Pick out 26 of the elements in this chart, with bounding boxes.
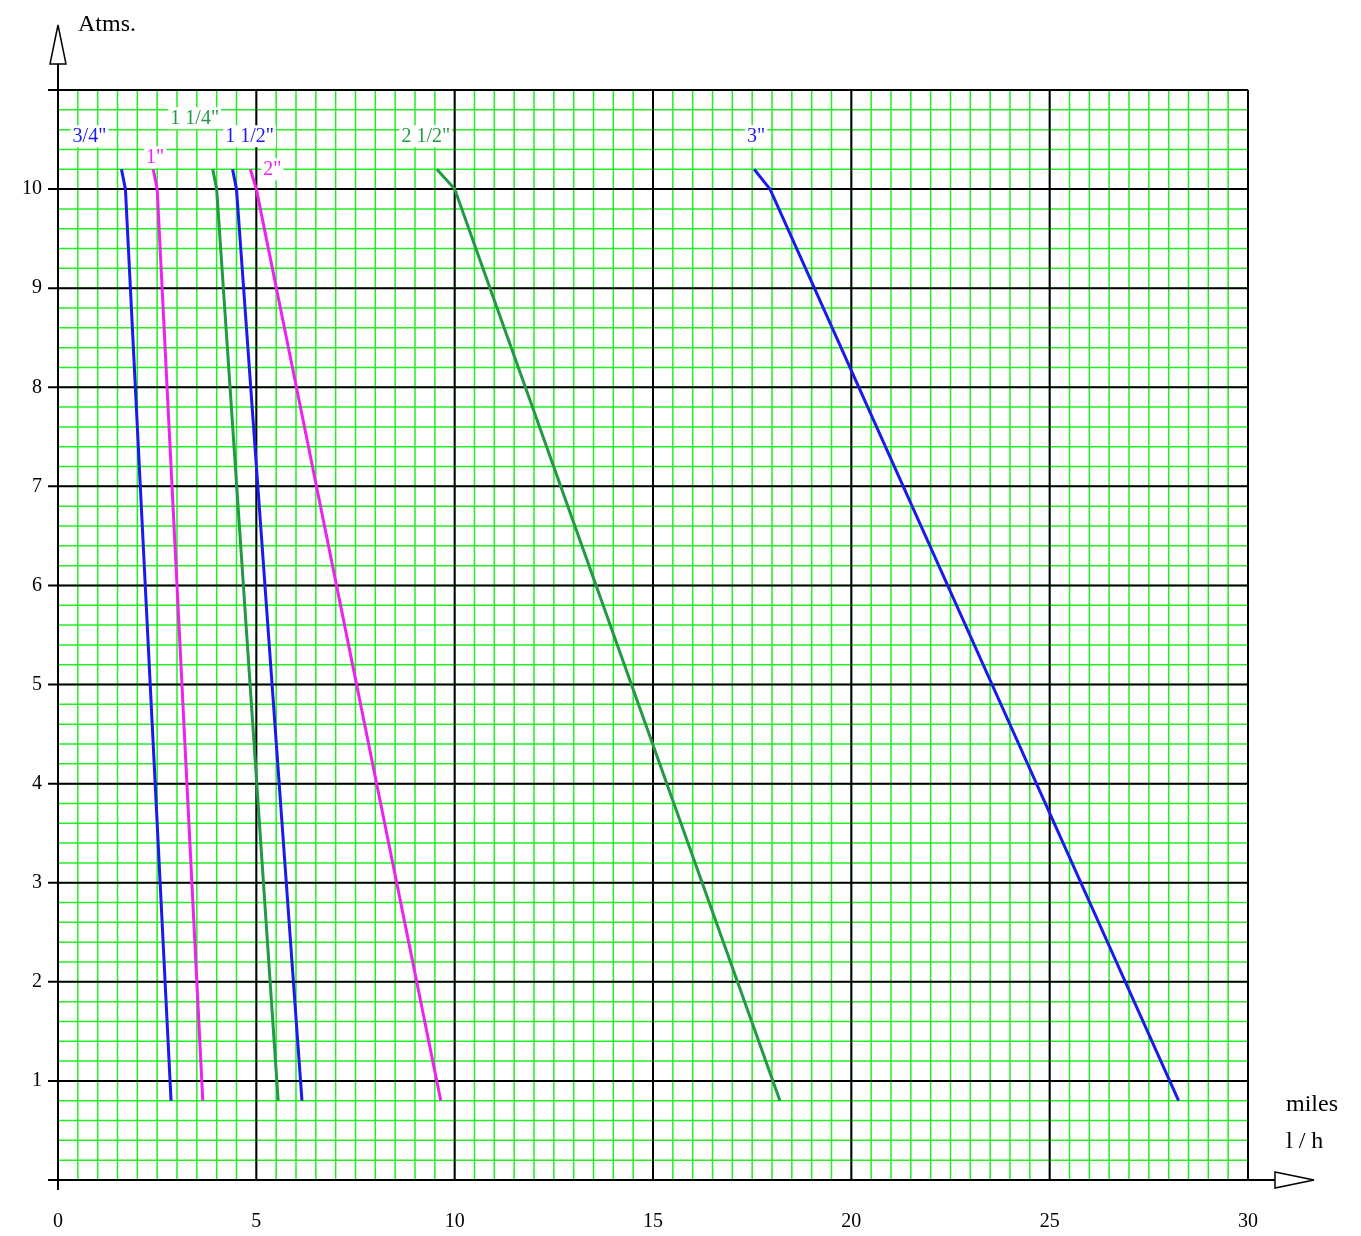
y-tick-label: 9 xyxy=(32,275,42,298)
x-tick-label: 30 xyxy=(1238,1209,1258,1232)
x-tick-label: 20 xyxy=(841,1209,862,1232)
y-tick-label: 8 xyxy=(32,374,42,397)
text: 1 1/4" xyxy=(170,105,220,128)
series-label: 2" xyxy=(263,156,282,179)
series-label: 1 1/2" xyxy=(225,123,274,146)
y-tick-label: 6 xyxy=(32,572,42,595)
y-axis-title: Atms. xyxy=(78,10,137,37)
series-label: 2 1/2" xyxy=(401,123,451,146)
y-tick-label: 3 xyxy=(32,869,42,892)
y-tick-label: 10 xyxy=(22,176,42,199)
y-tick-label: 2 xyxy=(32,969,42,992)
y-tick-label: 5 xyxy=(32,671,42,694)
x-tick-label: 5 xyxy=(251,1209,262,1232)
series-label: 3" xyxy=(747,123,766,146)
x-tick-label: 10 xyxy=(444,1209,465,1232)
x-tick-label: 25 xyxy=(1039,1209,1060,1232)
y-tick-label: 4 xyxy=(32,770,42,793)
x-tick-label: 15 xyxy=(643,1209,663,1232)
series-label: 1" xyxy=(146,144,165,167)
series-label: 3/4" xyxy=(72,123,107,146)
x-tick-label: 0 xyxy=(53,1209,63,1232)
x-axis-title: miles l / h xyxy=(1286,1090,1338,1154)
y-tick-label: 7 xyxy=(32,473,42,496)
y-tick-label: 1 xyxy=(32,1068,42,1091)
